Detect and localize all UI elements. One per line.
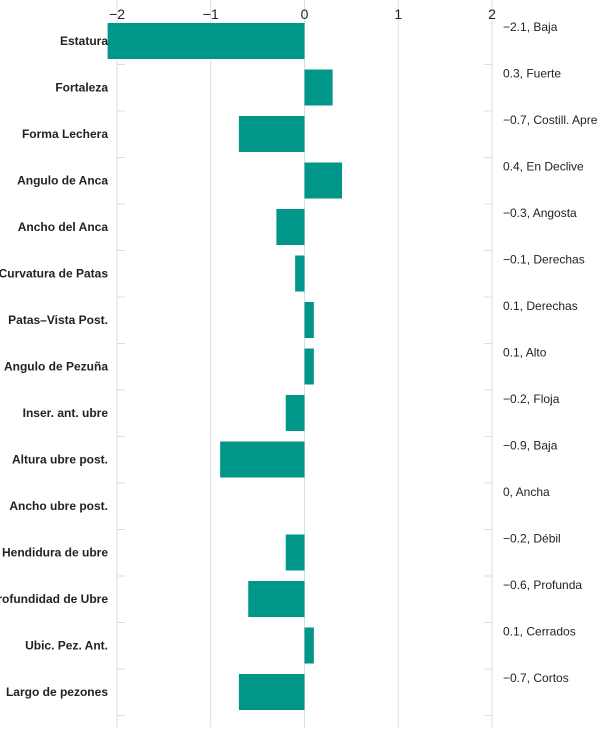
- bar: [295, 255, 305, 292]
- x-axis-ticks: −2 −1 0 1 2: [109, 6, 496, 22]
- category-label: Ancho del Anca: [18, 220, 109, 234]
- x-tick-label: −2: [109, 6, 125, 22]
- value-label: −0.2, Débil: [503, 532, 561, 546]
- value-label: −0.3, Angosta: [503, 206, 577, 220]
- bar: [304, 627, 314, 664]
- bar: [304, 69, 333, 106]
- value-label: 0.1, Derechas: [503, 299, 578, 313]
- value-label: −2.1, Baja: [503, 20, 558, 34]
- value-label: 0.1, Cerrados: [503, 625, 576, 639]
- value-label: −0.1, Derechas: [503, 253, 585, 267]
- bar: [238, 674, 305, 710]
- category-label: Ubic. Pez. Ant.: [25, 639, 108, 653]
- category-label: Fortaleza: [55, 81, 108, 95]
- bar: [276, 209, 305, 245]
- category-label: Angulo de Pezuña: [4, 360, 108, 374]
- category-label: Estatura: [60, 34, 108, 48]
- bar: [304, 302, 314, 338]
- bar: [107, 23, 305, 59]
- bars: [107, 23, 342, 710]
- value-label: −0.6, Profunda: [503, 578, 582, 592]
- x-tick-label: −1: [203, 6, 219, 22]
- category-label: Altura ubre post.: [12, 453, 108, 467]
- bar: [304, 162, 342, 199]
- value-label: −0.9, Baja: [503, 439, 558, 453]
- value-label: −0.7, Costill. Apret.: [503, 113, 597, 127]
- bar: [248, 581, 305, 617]
- value-label: 0.4, En Declive: [503, 160, 584, 174]
- x-tick-label: 2: [488, 6, 496, 22]
- x-tick-label: 0: [301, 6, 309, 22]
- category-label: Inser. ant. ubre: [23, 406, 109, 420]
- category-label: Patas–Vista Post.: [8, 313, 108, 327]
- value-label: −0.2, Floja: [503, 392, 560, 406]
- category-label: Angulo de Anca: [17, 174, 108, 188]
- value-label: 0.1, Alto: [503, 346, 547, 360]
- category-label: Ancho ubre post.: [9, 499, 108, 513]
- category-label: Largo de pezones: [6, 685, 108, 699]
- category-label: Forma Lechera: [22, 127, 108, 141]
- bar: [285, 395, 305, 431]
- category-label: Hendidura de ubre: [2, 546, 108, 560]
- bar: [304, 348, 314, 385]
- value-label: 0, Ancha: [503, 485, 550, 499]
- category-label: Curvatura de Patas: [0, 267, 108, 281]
- bar: [238, 116, 305, 152]
- bar: [285, 534, 305, 571]
- category-labels: Estatura Fortaleza Forma Lechera Angulo de …: [0, 34, 108, 699]
- value-labels: −2.1, Baja 0.3, Fuerte −0.7, Costill. Apre…: [503, 20, 597, 685]
- value-label: −0.7, Cortos: [503, 671, 569, 685]
- category-label: Profundidad de Ubre: [0, 592, 108, 606]
- value-label: 0.3, Fuerte: [503, 67, 561, 81]
- bar: [220, 441, 305, 478]
- x-tick-label: 1: [394, 6, 402, 22]
